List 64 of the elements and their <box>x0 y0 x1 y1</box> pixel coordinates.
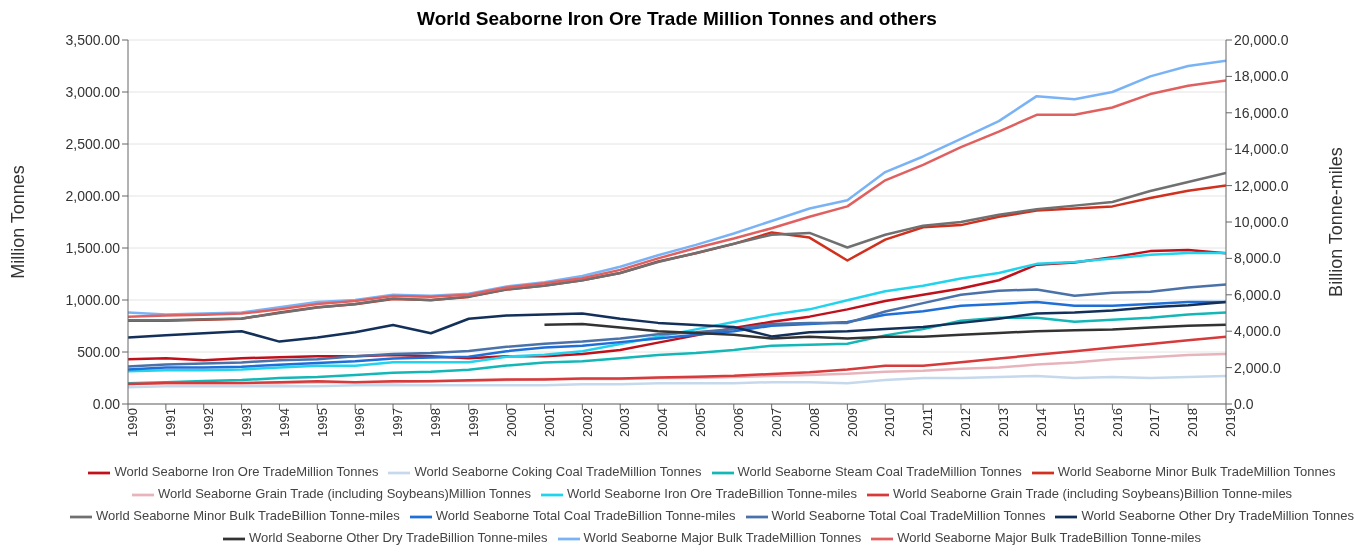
x-tick-label: 2006 <box>731 408 747 437</box>
x-tick-label: 2000 <box>503 408 519 437</box>
x-tick-label: 2007 <box>768 408 784 437</box>
y2-axis-title: Billion Tonne-miles <box>1326 147 1347 297</box>
y2-tick-label: 2,000.0 <box>1234 359 1281 376</box>
y-tick-label: 2,000.00 <box>65 187 121 204</box>
y2-tick-label: 16,000.0 <box>1234 104 1289 121</box>
x-tick-label: 2018 <box>1185 408 1201 437</box>
x-tick-label: 2002 <box>579 408 595 437</box>
legend-label: World Seaborne Total Coal TradeBillion Tonne-miles <box>435 508 736 524</box>
x-tick-label: 2005 <box>693 408 709 437</box>
x-tick-label: 2012 <box>958 408 974 437</box>
x-tick-label: 1992 <box>200 408 216 437</box>
x-tick-label: 1994 <box>276 408 292 437</box>
x-tick-label: 1999 <box>465 408 481 437</box>
x-tick-label: 2017 <box>1147 408 1163 437</box>
x-tick-label: 2001 <box>541 408 557 437</box>
x-tick-label: 2004 <box>655 408 671 437</box>
y-tick-label: 2,500.00 <box>65 135 121 152</box>
x-tick-label: 2010 <box>882 408 898 437</box>
x-tick-label: 2008 <box>806 408 822 437</box>
y2-tick-label: 18,000.0 <box>1234 68 1289 85</box>
y-axis-title: Million Tonnes <box>8 165 29 279</box>
legend-label: World Seaborne Grain Trade (including Soybeans)Billion Tonne-miles <box>893 486 1293 502</box>
y-tick-label: 3,000.00 <box>65 83 121 100</box>
y-tick-label: 1,500.00 <box>65 239 121 256</box>
y2-tick-label: 4,000.0 <box>1234 323 1281 340</box>
x-tick-label: 2015 <box>1071 408 1087 437</box>
x-tick-label: 2003 <box>617 408 633 437</box>
legend-label: World Seaborne Steam Coal TradeMillion Tonnes <box>737 464 1022 480</box>
y2-tick-label: 12,000.0 <box>1234 177 1289 194</box>
legend-label: World Seaborne Minor Bulk TradeMillion Tonnes <box>1057 464 1336 480</box>
legend-label: World Seaborne Major Bulk TradeBillion Tonne-miles <box>897 530 1202 546</box>
y-tick-label: 1,000.00 <box>65 291 121 308</box>
y-tick-label: 0.00 <box>92 395 121 412</box>
x-tick-label: 1996 <box>352 408 368 437</box>
legend-label: World Seaborne Other Dry TradeBillion Tonne-miles <box>248 530 548 546</box>
legend-label: World Seaborne Total Coal TradeMillion Tonnes <box>771 508 1046 524</box>
x-tick-label: 1998 <box>428 408 444 437</box>
x-tick-label: 2016 <box>1109 408 1125 437</box>
y-tick-label: 3,500.00 <box>65 31 121 48</box>
x-tick-label: 1993 <box>238 408 254 437</box>
x-tick-label: 1995 <box>314 408 330 437</box>
y2-tick-label: 20,000.0 <box>1234 31 1289 48</box>
x-tick-label: 2011 <box>920 408 936 436</box>
legend-label: World Seaborne Coking Coal TradeMillion Tonnes <box>414 464 702 480</box>
x-tick-label: 2014 <box>1033 408 1049 437</box>
legend-label: World Seaborne Grain Trade (including Soybeans)Million Tonnes <box>157 486 531 502</box>
legend-label: World Seaborne Iron Ore TradeMillion Tonnes <box>114 464 379 480</box>
x-tick-label: 1990 <box>125 408 141 437</box>
y2-tick-label: 10,000.0 <box>1234 213 1289 230</box>
x-tick-label: 1991 <box>163 408 179 437</box>
y2-tick-label: 8,000.0 <box>1234 250 1281 267</box>
x-tick-label: 2013 <box>996 408 1012 437</box>
y2-tick-label: 14,000.0 <box>1234 141 1289 158</box>
legend-label: World Seaborne Iron Ore TradeBillion Tonne-miles <box>567 486 857 502</box>
legend-label: World Seaborne Major Bulk TradeMillion Tonnes <box>583 530 862 546</box>
chart-title: World Seaborne Iron Ore Trade Million Tonnes and others <box>416 8 938 30</box>
x-tick-label: 1997 <box>390 408 406 437</box>
x-tick-label: 2009 <box>844 408 860 437</box>
legend-label: World Seaborne Other Dry TradeMillion Tonnes <box>1081 508 1354 524</box>
y-tick-label: 500.00 <box>77 343 121 360</box>
y2-tick-label: 6,000.0 <box>1234 286 1281 303</box>
legend-label: World Seaborne Minor Bulk TradeBillion Tonne-miles <box>95 508 400 524</box>
